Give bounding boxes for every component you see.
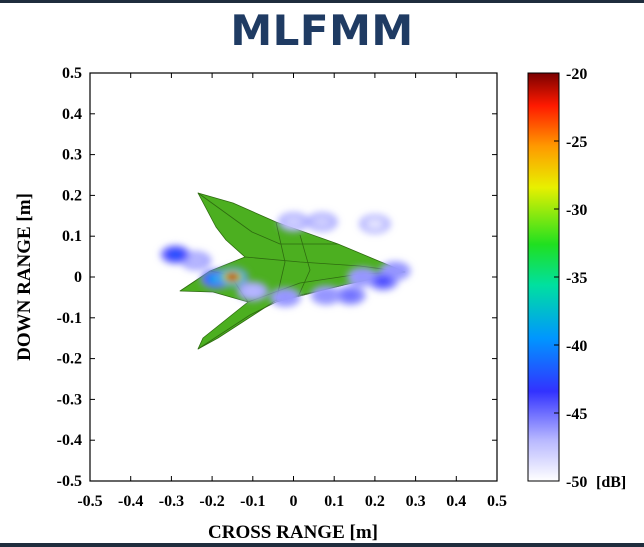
x-tick-label: -0.3 xyxy=(159,493,184,510)
hotspot xyxy=(216,267,249,287)
hotspot xyxy=(346,267,379,287)
x-tick-label: 0.1 xyxy=(324,493,344,510)
x-tick-label: -0.2 xyxy=(199,493,224,510)
y-tick-label: 0.5 xyxy=(62,65,82,82)
hotspot xyxy=(367,271,400,292)
x-tick-label: 0 xyxy=(290,493,298,510)
y-tick-label: -0.2 xyxy=(57,351,82,368)
y-axis-label: DOWN RANGE [m] xyxy=(14,193,35,361)
hotspot xyxy=(277,211,310,232)
hotspot xyxy=(269,287,302,308)
y-tick-label: 0 xyxy=(74,269,82,286)
colorbar-tick-label: -30 xyxy=(566,202,587,219)
colorbar-tick-label: -35 xyxy=(566,270,587,287)
y-tick-label: 0.2 xyxy=(62,187,82,204)
x-tick-label: -0.5 xyxy=(77,493,102,510)
y-tick-label: -0.5 xyxy=(57,473,82,490)
y-tick-label: 0.3 xyxy=(62,147,82,164)
colorbar-tick-label: -25 xyxy=(566,134,587,151)
x-tick-label: 0.4 xyxy=(446,493,466,510)
hotspot xyxy=(236,281,269,302)
y-tick-label: 0.4 xyxy=(62,106,82,123)
y-tick-label: -0.1 xyxy=(57,310,82,327)
y-tick-label: 0.1 xyxy=(62,228,82,245)
colorbar-tick-label: -20 xyxy=(566,66,587,83)
page-title: MLFMM xyxy=(230,6,414,55)
hotspot xyxy=(310,285,343,306)
x-tick-label: 0.2 xyxy=(365,493,385,510)
colorbar-tick-label: -50 xyxy=(566,474,587,491)
colorbar-unit: [dB] xyxy=(596,474,626,491)
bottom-bar xyxy=(0,543,644,547)
top-bar xyxy=(0,0,644,3)
hotspot xyxy=(305,211,338,232)
colorbar xyxy=(527,72,560,482)
y-ticks: 0.5 0.4 0.3 0.2 0.1 0 -0.1 -0.2 -0.3 -0.4 -0.5 xyxy=(57,65,497,490)
x-ticks: -0.5 -0.4 -0.3 -0.2 -0.1 0 0.1 0.2 0.3 0.4 0.5 xyxy=(77,73,507,510)
colorbar-tick-label: -40 xyxy=(566,338,587,355)
hotspot xyxy=(334,285,367,306)
hotspot-layer xyxy=(159,211,412,308)
x-tick-label: -0.4 xyxy=(118,493,143,510)
x-axis-label: CROSS RANGE [m] xyxy=(208,522,378,543)
x-tick-label: 0.3 xyxy=(406,493,426,510)
hotspot xyxy=(159,244,192,265)
colorbar-ticks: -20 -25 -30 -35 -40 -45 -50 xyxy=(554,66,587,491)
x-tick-label: -0.1 xyxy=(240,493,265,510)
colorbar-tick-label: -45 xyxy=(566,406,587,423)
hotspot xyxy=(358,213,391,234)
y-tick-label: -0.4 xyxy=(57,432,82,449)
y-tick-label: -0.3 xyxy=(57,391,82,408)
x-tick-label: 0.5 xyxy=(487,493,507,510)
